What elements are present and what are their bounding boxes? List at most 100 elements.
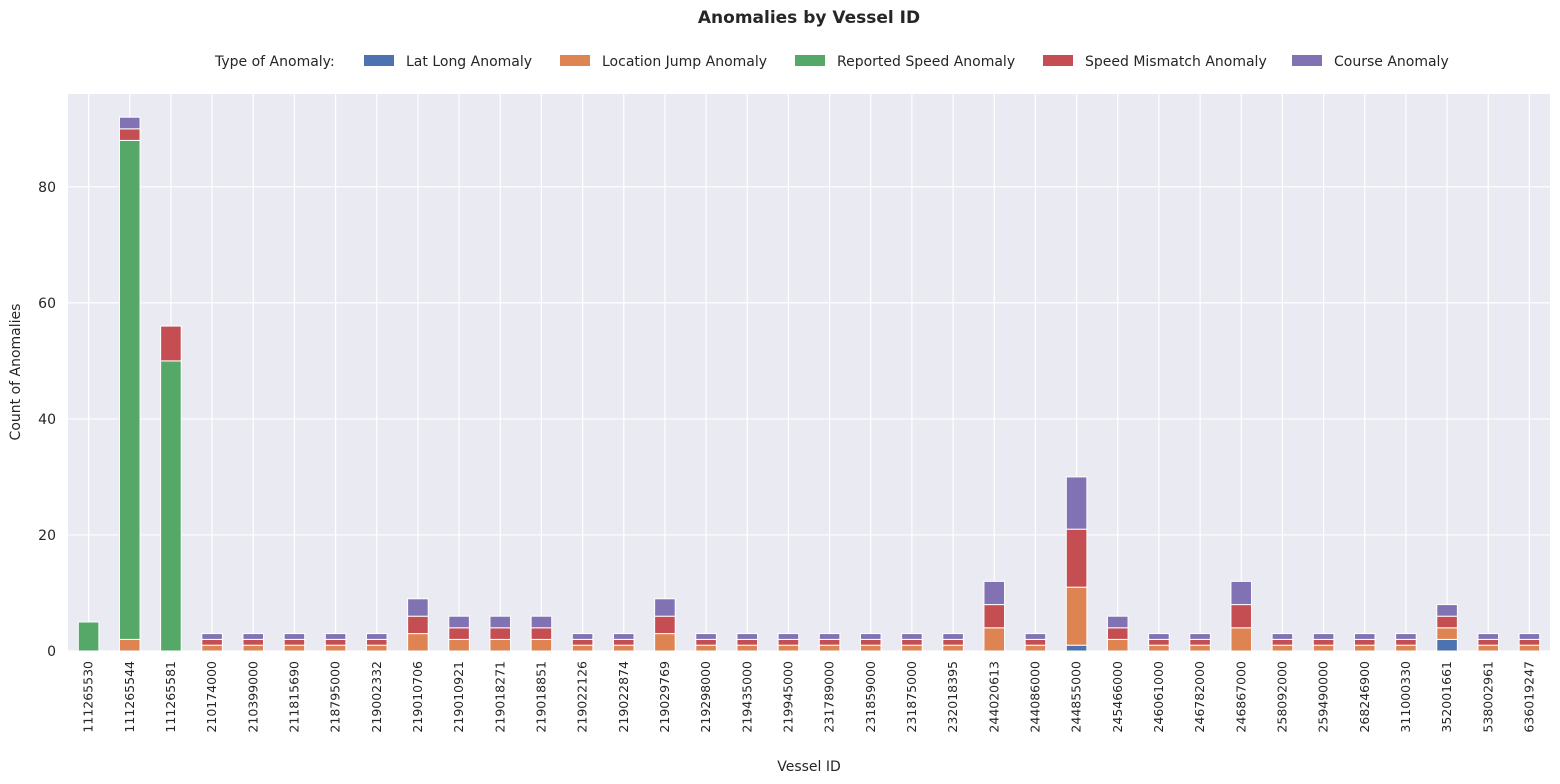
bar-segment <box>777 644 800 652</box>
bar-segment <box>1436 615 1458 629</box>
bar-segment <box>1230 627 1253 652</box>
y-tick-label: 60 <box>38 296 56 312</box>
bar-segment <box>777 633 800 640</box>
legend-label: Location Jump Anomaly <box>602 54 767 70</box>
x-tick-label: 111265544 <box>122 661 137 733</box>
x-tick-label: 268246900 <box>1357 661 1372 733</box>
x-tick-label: 111265581 <box>163 661 178 733</box>
bar-segment <box>1189 644 1211 652</box>
legend-swatch <box>795 55 825 66</box>
bar-segment <box>530 627 553 640</box>
legend-label: Speed Mismatch Anomaly <box>1085 54 1267 70</box>
bar-segment <box>530 638 553 652</box>
bar-segment <box>695 638 717 646</box>
x-tick-label: 636019247 <box>1521 661 1536 733</box>
legend-swatch <box>1043 55 1073 66</box>
x-tick-label: 246867000 <box>1233 661 1248 733</box>
bars <box>77 116 1541 652</box>
bar-segment <box>901 644 923 652</box>
chart-title: Anomalies by Vessel ID <box>698 8 920 28</box>
bar-segment <box>736 638 759 646</box>
bar-segment <box>1353 638 1376 646</box>
bar-segment <box>365 644 388 652</box>
y-axis: 0 20 40 60 80 <box>38 180 56 660</box>
bar-segment <box>1189 633 1211 640</box>
plot-area <box>68 94 1550 651</box>
x-tick-label: 111265530 <box>81 661 96 733</box>
x-tick-label: 219022874 <box>616 661 631 733</box>
bar-segment <box>1395 638 1417 646</box>
x-tick-label: 244086000 <box>1027 661 1042 733</box>
bar-segment <box>1518 633 1541 640</box>
bar-segment <box>942 638 964 646</box>
bar-segment <box>1024 644 1047 652</box>
bar-segment <box>983 604 1006 629</box>
x-tick-label: 219010921 <box>451 661 466 733</box>
bar-segment <box>901 638 923 646</box>
bar-segment <box>1024 638 1047 646</box>
x-tick-label: 232018395 <box>945 661 960 733</box>
y-tick-label: 80 <box>38 180 56 196</box>
bar-segment <box>160 360 182 652</box>
bar-segment <box>612 638 635 646</box>
bar-segment <box>1189 638 1211 646</box>
bar-segment <box>407 633 429 652</box>
bar-segment <box>818 644 841 652</box>
bar-segment <box>612 644 635 652</box>
x-tick-label: 219022126 <box>575 661 590 733</box>
bar-segment <box>1271 638 1294 646</box>
bar-segment <box>1312 633 1335 640</box>
legend-swatch <box>560 55 590 66</box>
bar-segment <box>1106 638 1129 652</box>
bar-segment <box>1065 644 1088 652</box>
x-tick-label: 211815690 <box>286 661 301 733</box>
bar-segment <box>1518 638 1541 646</box>
bar-segment <box>324 638 347 646</box>
bar-segment <box>1106 615 1129 629</box>
x-tick-label: 218795000 <box>328 661 343 733</box>
x-tick-label: 219018271 <box>492 661 507 733</box>
legend-swatch <box>1292 55 1322 66</box>
bar-segment <box>1271 644 1294 652</box>
bar-segment <box>695 644 717 652</box>
legend: Type of Anomaly: Lat Long Anomaly Locatio… <box>214 54 1449 70</box>
bar-segment <box>324 633 347 640</box>
bar-segment <box>1436 604 1458 617</box>
bar-segment <box>530 615 553 629</box>
bar-segment <box>489 638 512 652</box>
x-tick-label: 219945000 <box>780 661 795 733</box>
x-tick-label: 219010706 <box>410 661 425 733</box>
bar-segment <box>283 638 306 646</box>
bar-segment <box>283 633 306 640</box>
bar-segment <box>654 615 676 635</box>
legend-label: Lat Long Anomaly <box>406 54 532 70</box>
bar-segment <box>448 615 470 629</box>
bar-segment <box>1436 638 1458 652</box>
x-tick-label: 219298000 <box>698 661 713 733</box>
bar-segment <box>1271 633 1294 640</box>
bar-segment <box>818 633 841 640</box>
x-tick-label: 311000330 <box>1398 661 1413 733</box>
bar-segment <box>1148 644 1170 652</box>
bar-segment <box>901 633 923 640</box>
bar-segment <box>1312 644 1335 652</box>
bar-segment <box>942 644 964 652</box>
x-tick-label: 231789000 <box>822 661 837 733</box>
bar-segment <box>1518 644 1541 652</box>
bar-segment <box>1106 627 1129 640</box>
bar-segment <box>118 116 141 130</box>
legend-swatch <box>364 55 394 66</box>
bar-segment <box>571 633 594 640</box>
bar-segment <box>201 638 223 646</box>
bar-segment <box>118 139 141 640</box>
x-tick-label: 246782000 <box>1192 661 1207 733</box>
bar-segment <box>407 598 429 617</box>
bar-segment <box>118 128 141 141</box>
bar-segment <box>1230 604 1253 629</box>
y-tick-label: 0 <box>47 644 56 660</box>
bar-segment <box>1395 644 1417 652</box>
x-tick-label: 219018851 <box>533 661 548 733</box>
legend-title: Type of Anomaly: <box>214 54 335 70</box>
x-tick-label: 219002332 <box>369 661 384 733</box>
bar-segment <box>859 638 882 646</box>
